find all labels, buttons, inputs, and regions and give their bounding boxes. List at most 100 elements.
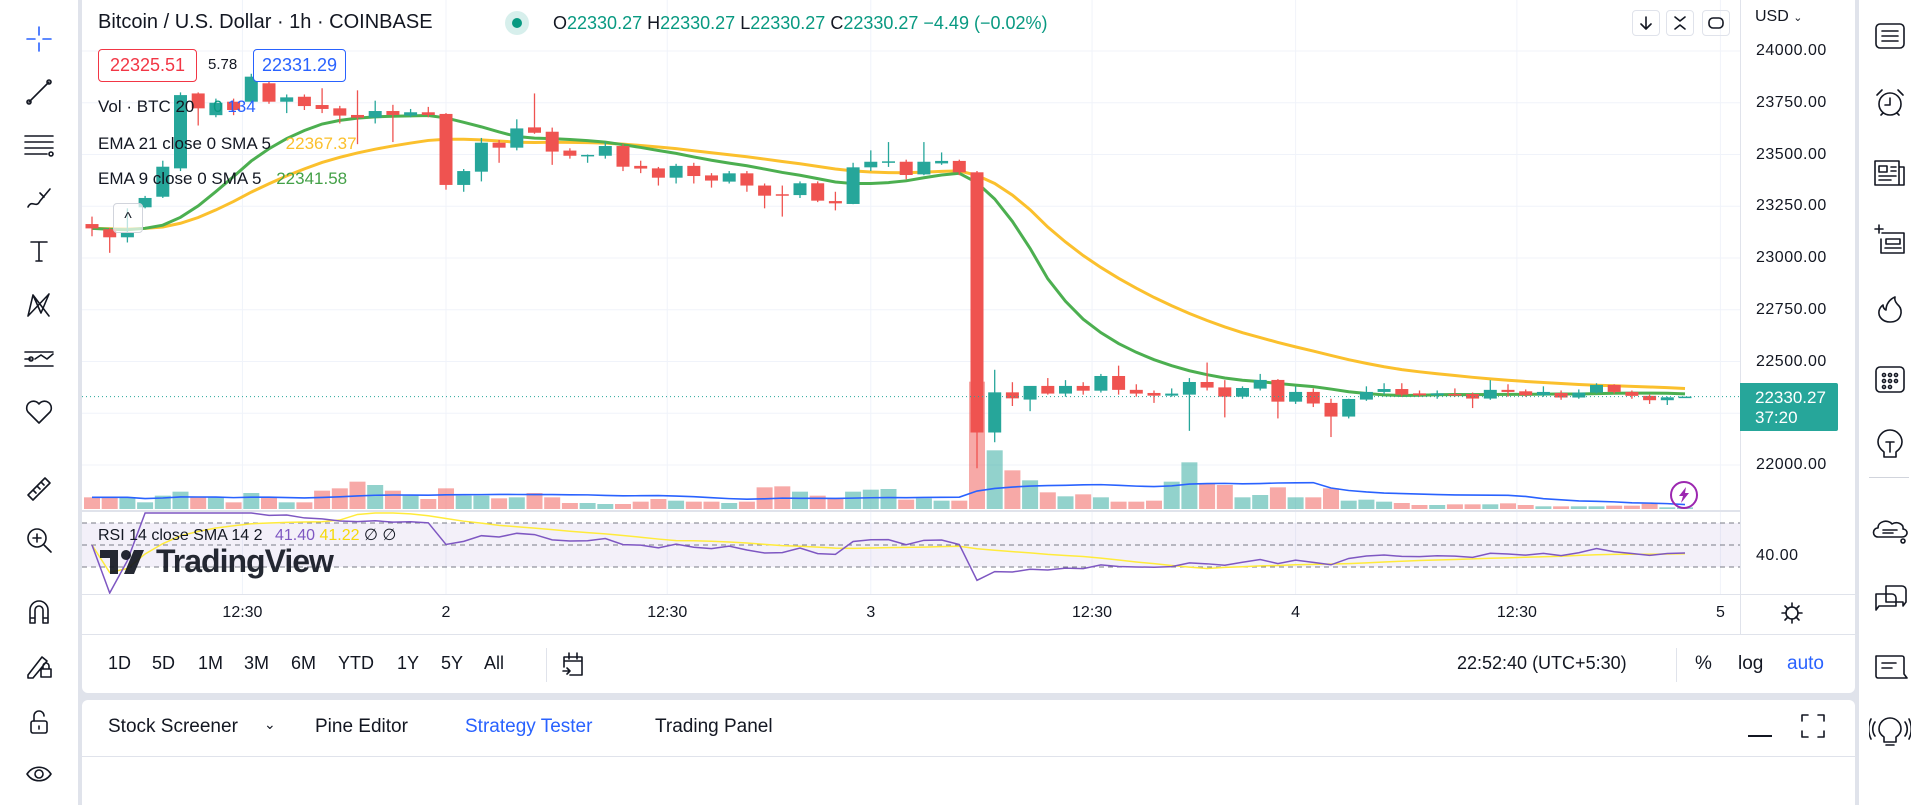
ohlc-legend: O22330.27 H22330.27 L22330.27 C22330.27 … (553, 13, 1048, 34)
forecast-icon[interactable] (19, 339, 59, 379)
volume-bar (862, 489, 879, 509)
volume-bar (561, 503, 578, 509)
candle (970, 171, 984, 469)
time-tick-label: 4 (1291, 604, 1301, 621)
volume-bar (1570, 506, 1587, 509)
lightning-alert-icon[interactable] (1670, 481, 1698, 509)
go-to-date-icon[interactable] (560, 650, 586, 683)
candle (1041, 378, 1055, 395)
volume-bar (420, 499, 437, 509)
minimize-panel-icon[interactable] (1748, 735, 1772, 737)
volume-bar (261, 497, 277, 509)
candle (935, 152, 949, 165)
range-button-6m[interactable]: 6M (291, 653, 317, 673)
candle-body (917, 161, 931, 175)
data-window-icon[interactable] (1869, 152, 1911, 194)
candle-body (262, 83, 276, 102)
tab-stock-screener[interactable]: Stock Screener (108, 716, 238, 737)
ruler-icon[interactable] (19, 469, 59, 509)
calendar-icon[interactable] (1869, 358, 1911, 400)
chart-settings-gear-icon[interactable] (1779, 600, 1805, 631)
chat-cloud-icon[interactable] (1869, 508, 1911, 550)
chevron-down-icon: ⌄ (1793, 12, 1803, 24)
price-tick-label: 22500.00 (1756, 352, 1827, 370)
text-icon[interactable] (19, 231, 59, 271)
tab-trading-panel[interactable]: Trading Panel (655, 716, 773, 737)
chats-icon[interactable] (1869, 577, 1911, 619)
messages-icon[interactable] (1869, 645, 1911, 687)
lock-drawing-icon[interactable] (19, 646, 59, 686)
ema21-legend[interactable]: EMA 21 close 0 SMA 5 22367.37 (98, 134, 357, 154)
brush-icon[interactable] (19, 178, 59, 218)
range-button-5y[interactable]: 5Y (441, 653, 464, 673)
candle (740, 171, 754, 192)
trend-line-icon[interactable] (19, 72, 59, 112)
candle-body (474, 142, 488, 172)
volume-bar (1482, 504, 1499, 509)
eye-icon[interactable] (19, 754, 59, 794)
range-button-1m[interactable]: 1M (198, 653, 224, 673)
rsi-legend[interactable]: RSI 14 close SMA 14 2 41.40 41.22 ∅ ∅ (98, 525, 396, 545)
clock-timezone[interactable]: 22:52:40 (UTC+5:30) (1457, 653, 1627, 673)
candle-body (421, 112, 435, 115)
fib-retracement-icon[interactable] (19, 124, 59, 164)
magnet-icon[interactable] (19, 592, 59, 632)
candle-body (1395, 389, 1409, 395)
candle-body (740, 173, 754, 186)
range-button-1d[interactable]: 1D (108, 653, 132, 673)
price-chart[interactable] (82, 0, 1740, 594)
candle-body (1253, 379, 1267, 389)
add-list-icon[interactable] (1869, 218, 1911, 260)
maximize-pane-button[interactable] (1702, 10, 1730, 36)
unlock-icon[interactable] (19, 702, 59, 742)
currency-label: USD (1755, 8, 1789, 25)
ideas-icon[interactable] (1869, 424, 1911, 466)
range-button-1y[interactable]: 1Y (397, 653, 420, 673)
clock-separator (1676, 648, 1677, 682)
volume-bar (1128, 501, 1145, 509)
percent-scale-toggle[interactable]: % (1695, 653, 1712, 674)
market-status-indicator[interactable] (505, 11, 529, 35)
candle (846, 162, 860, 205)
candle-body (85, 224, 99, 229)
collapse-panes-button[interactable] (1666, 10, 1694, 36)
scroll-to-latest-button[interactable] (1632, 10, 1660, 36)
buy-button[interactable]: 22331.29 (253, 49, 346, 82)
ema9-legend[interactable]: EMA 9 close 0 SMA 5 22341.58 (98, 169, 347, 189)
maximize-panel-icon[interactable] (1800, 713, 1826, 744)
streams-icon[interactable] (1869, 710, 1911, 752)
zoom-in-icon[interactable] (19, 520, 59, 560)
volume-bar (1092, 497, 1109, 509)
volume-bar (508, 497, 525, 509)
crosshair-icon[interactable] (19, 19, 59, 59)
candle-body (227, 101, 241, 110)
candle (1678, 396, 1692, 399)
collapse-legend-button[interactable]: ^ (113, 203, 143, 233)
stock-screener-chevron-down-icon[interactable]: ⌄ (264, 716, 276, 732)
candle (1129, 384, 1143, 397)
sell-button[interactable]: 22325.51 (98, 49, 197, 82)
currency-selector[interactable]: USD ⌄ (1755, 8, 1802, 26)
tab-pine-editor[interactable]: Pine Editor (315, 716, 408, 737)
watchlist-icon[interactable] (1869, 15, 1911, 57)
candle (528, 93, 541, 134)
candle (333, 105, 347, 124)
volume-ma-value: 134 (227, 97, 256, 116)
alert-icon[interactable] (1869, 82, 1911, 124)
candle (1342, 398, 1356, 419)
range-button-3m[interactable]: 3M (244, 653, 270, 673)
volume-bar (1446, 504, 1463, 509)
range-button-ytd[interactable]: YTD (338, 653, 374, 673)
range-button-all[interactable]: All (484, 653, 505, 673)
volume-bar (1553, 506, 1570, 509)
volume-legend[interactable]: Vol · BTC 20 0 134 (98, 97, 256, 117)
heart-icon[interactable] (19, 392, 59, 432)
auto-scale-toggle[interactable]: auto (1787, 653, 1824, 674)
hotlists-icon[interactable] (1869, 288, 1911, 330)
pattern-icon[interactable] (19, 285, 59, 325)
volume-bar (827, 499, 844, 509)
range-button-5d[interactable]: 5D (152, 653, 176, 673)
symbol-title[interactable]: Bitcoin / U.S. Dollar · 1h · COINBASE (98, 11, 433, 33)
tab-strategy-tester[interactable]: Strategy Tester (465, 716, 593, 737)
log-scale-toggle[interactable]: log (1738, 653, 1764, 674)
